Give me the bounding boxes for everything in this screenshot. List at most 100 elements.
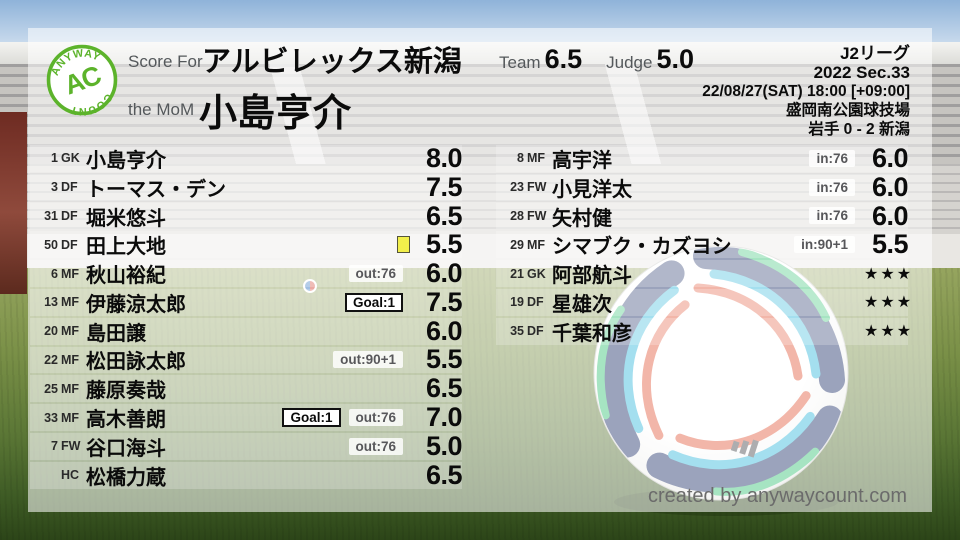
player-rating: ★★★ [864, 294, 914, 312]
badge-group: in:76 [809, 178, 855, 196]
player-rating: 6.0 [425, 258, 463, 289]
player-rating: 6.5 [425, 373, 463, 404]
player-position: MF [61, 410, 80, 425]
player-number: 21 [510, 266, 524, 281]
substitution-badge: in:76 [809, 207, 855, 225]
player-row: 3 DF トーマス・デン 7.5 [30, 171, 463, 203]
anywaycount-logo: ANYWAY COUNT AC [46, 44, 118, 116]
player-name: 千葉和彦 [552, 322, 632, 345]
player-position: MF [61, 381, 80, 396]
player-name: 星雄次 [552, 293, 612, 316]
judge-score-value: 5.0 [656, 44, 694, 74]
player-position: DF [527, 295, 544, 310]
substitution-badge: out:90+1 [333, 351, 403, 369]
score-for-label: Score For [128, 52, 203, 71]
substitution-badge: out:76 [348, 409, 403, 427]
player-position: FW [527, 208, 547, 223]
player-row: 50 DF 田上大地 5.5 [30, 229, 463, 260]
player-row: 6 MF 秋山裕紀 out:76 6.0 [30, 258, 463, 289]
badge-group: in:90+1 [794, 236, 855, 254]
player-number: 6 [51, 266, 58, 281]
player-number: 31 [44, 208, 58, 223]
mom-label: the MoM [128, 100, 195, 119]
player-rating: ★★★ [864, 323, 914, 341]
goal-badge: Goal:1 [344, 292, 403, 312]
player-position: GK [527, 266, 546, 281]
team-name: アルビレックス新潟 [202, 46, 462, 78]
player-name: トーマス・デン [86, 178, 226, 201]
player-number: 19 [510, 295, 524, 310]
match-datetime: 22/08/27(SAT) 18:00 [+09:00] [702, 83, 910, 100]
player-name: 藤原奏哉 [86, 380, 166, 403]
player-name: 秋山裕紀 [86, 265, 166, 288]
player-number: 22 [44, 352, 58, 367]
player-name: 矢村健 [552, 207, 612, 230]
player-rating: 7.0 [425, 402, 463, 433]
yellow-card-icon [397, 236, 410, 254]
player-number: 20 [44, 324, 58, 339]
subs-column: 8 MF 高宇洋 in:76 6.0 23 FW 小見洋太 in:76 6.0 28 FW 矢村健 in:… [496, 142, 914, 347]
venue: 盛岡南公園球技場 [785, 102, 910, 119]
player-rating: 6.0 [871, 171, 909, 202]
player-rating: 7.5 [425, 286, 463, 317]
player-row: HC 松橋力蔵 6.5 [30, 459, 463, 491]
player-rating: 6.0 [871, 200, 909, 231]
player-name: 島田譲 [86, 322, 146, 345]
player-rating: 8.0 [425, 142, 463, 173]
player-row: 31 DF 堀米悠斗 6.5 [30, 200, 463, 232]
player-row: 22 MF 松田詠太郎 out:90+1 5.5 [30, 344, 463, 376]
player-name: 松橋力蔵 [86, 466, 166, 489]
player-rating: 6.5 [425, 200, 463, 231]
match-info: J2リーグ 2022 Sec.33 22/08/27(SAT) 18:00 [+… [580, 44, 910, 139]
match-result: 岩手 0 - 2 新潟 [808, 121, 910, 138]
player-name: 谷口海斗 [86, 437, 166, 460]
player-position: GK [61, 151, 80, 166]
player-position: FW [61, 439, 81, 454]
player-position: DF [61, 180, 78, 195]
player-position: MF [61, 266, 80, 281]
player-rating: 5.0 [425, 430, 463, 461]
player-number: 35 [510, 324, 524, 339]
player-position: DF [61, 237, 78, 252]
player-row: 8 MF 高宇洋 in:76 6.0 [496, 142, 909, 174]
player-rating: 5.5 [425, 229, 463, 260]
player-rating: 5.5 [871, 229, 909, 260]
player-number: 50 [44, 237, 58, 252]
season-section: 2022 Sec.33 [813, 63, 910, 82]
player-number: 8 [517, 151, 524, 166]
player-rating: ★★★ [864, 265, 914, 283]
player-position: MF [61, 324, 80, 339]
badge-group: Goal:1 [344, 292, 403, 312]
player-position: FW [527, 180, 547, 195]
player-number: 23 [510, 180, 524, 195]
player-position: MF [527, 237, 546, 252]
player-row: 21 GK 阿部航斗 ★★★ [496, 260, 914, 289]
player-name: 小島亨介 [86, 149, 166, 172]
player-rating: 6.0 [871, 142, 909, 173]
player-position: HC [61, 468, 80, 483]
player-name: 小見洋太 [552, 178, 632, 201]
badge-group: out:90+1 [333, 351, 403, 369]
goal-badge: Goal:1 [282, 408, 341, 428]
team-score-label: Team [499, 53, 541, 72]
player-row: 19 DF 星雄次 ★★★ [496, 288, 914, 318]
player-number: 13 [44, 295, 58, 310]
player-number: 33 [44, 410, 58, 425]
player-row: 28 FW 矢村健 in:76 6.0 [496, 200, 909, 232]
player-rating: 7.5 [425, 171, 463, 202]
substitution-badge: out:76 [348, 437, 403, 455]
player-number: 25 [44, 381, 58, 396]
player-position: DF [527, 324, 544, 339]
player-name: 高宇洋 [552, 149, 612, 172]
player-rating: 6.5 [425, 459, 463, 490]
player-name: 高木善朗 [86, 409, 166, 432]
player-number: 3 [51, 180, 58, 195]
team-judge-scores: Team 6.5 Judge 5.0 [499, 44, 694, 75]
credit-text: created by anywaycount.com [647, 485, 907, 507]
badge-group: out:76 [348, 437, 403, 455]
badge-group: in:76 [809, 149, 855, 167]
player-number: 1 [51, 151, 58, 166]
player-row: 13 MF 伊藤涼太郎 Goal:1 7.5 [30, 286, 463, 318]
player-row: 29 MF シマブク・カズヨシ in:90+1 5.5 [496, 229, 909, 260]
